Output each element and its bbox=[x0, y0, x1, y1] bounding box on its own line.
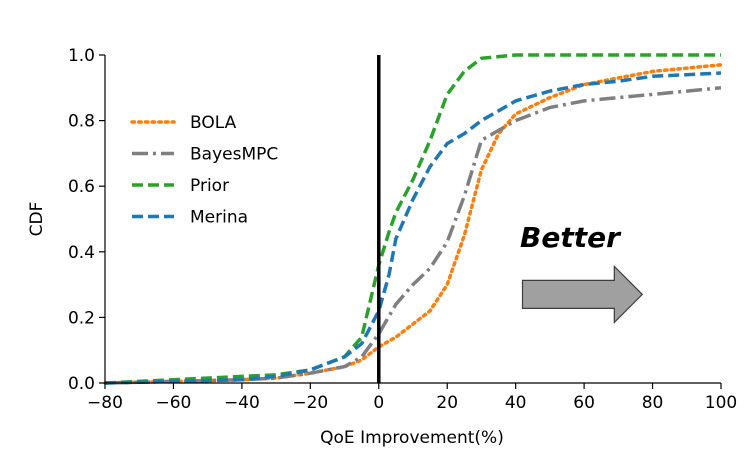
series-line-bayesmpc bbox=[104, 86, 722, 385]
x-tick-label: −60 bbox=[155, 393, 191, 413]
y-tick-label: 0.8 bbox=[68, 112, 95, 132]
y-tick-label: 0.2 bbox=[68, 308, 95, 328]
x-tick-label: 20 bbox=[436, 393, 458, 413]
x-tick-label: 80 bbox=[642, 393, 664, 413]
series-line-merina bbox=[104, 71, 722, 385]
series-layer bbox=[103, 53, 723, 385]
y-tick-label: 0.6 bbox=[68, 177, 95, 197]
y-axis-title: CDF bbox=[27, 202, 47, 237]
y-ticks: 0.0 0.2 0.4 0.6 0.8 1.0 bbox=[68, 46, 105, 394]
better-annotation: Better bbox=[520, 221, 622, 254]
legend-label-bayesmpc: BayesMPC bbox=[190, 145, 278, 165]
legend: BOLA BayesMPC Prior Merina bbox=[130, 113, 278, 228]
legend-label-bola: BOLA bbox=[190, 113, 237, 133]
legend-label-prior: Prior bbox=[190, 176, 229, 196]
arrow-right-icon bbox=[521, 264, 644, 324]
y-tick-label: 1.0 bbox=[68, 46, 95, 66]
x-tick-label: 0 bbox=[373, 393, 384, 413]
y-tick-label: 0.0 bbox=[68, 374, 95, 394]
x-tick-label: 100 bbox=[705, 393, 737, 413]
x-tick-label: −20 bbox=[292, 393, 328, 413]
legend-label-merina: Merina bbox=[190, 208, 248, 228]
x-tick-label: −40 bbox=[224, 393, 260, 413]
x-tick-label: −80 bbox=[87, 393, 123, 413]
x-tick-label: 40 bbox=[505, 393, 527, 413]
x-tick-label: 60 bbox=[573, 393, 595, 413]
y-tick-label: 0.4 bbox=[68, 243, 95, 263]
x-axis-title: QoE Improvement(%) bbox=[320, 428, 504, 448]
x-ticks: −80 −60 −40 −20 0 20 40 60 80 100 bbox=[87, 383, 737, 413]
